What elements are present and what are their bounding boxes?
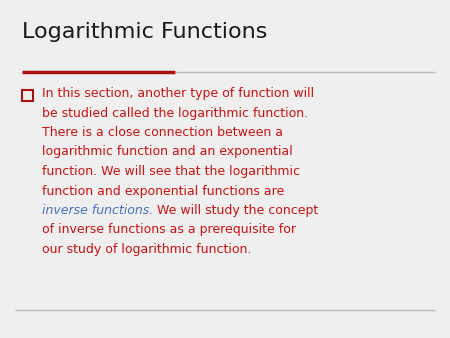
Text: inverse functions.: inverse functions. (42, 204, 153, 217)
Text: We will study the concept: We will study the concept (153, 204, 319, 217)
Text: function and exponential functions are: function and exponential functions are (42, 185, 284, 197)
Text: function. We will see that the logarithmic: function. We will see that the logarithm… (42, 165, 300, 178)
Text: of inverse functions as a prerequisite for: of inverse functions as a prerequisite f… (42, 223, 296, 237)
Text: be studied called the logarithmic function.: be studied called the logarithmic functi… (42, 106, 308, 120)
Text: There is a close connection between a: There is a close connection between a (42, 126, 283, 139)
Text: logarithmic function and an exponential: logarithmic function and an exponential (42, 145, 293, 159)
Text: Logarithmic Functions: Logarithmic Functions (22, 22, 267, 42)
Text: In this section, another type of function will: In this section, another type of functio… (42, 87, 314, 100)
Text: our study of logarithmic function.: our study of logarithmic function. (42, 243, 252, 256)
Bar (22, 90, 33, 101)
